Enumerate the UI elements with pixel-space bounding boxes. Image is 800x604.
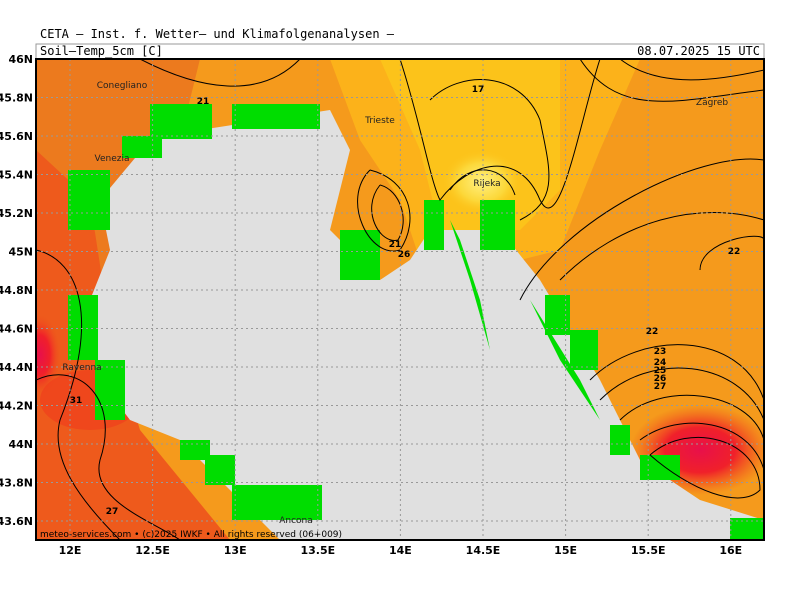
contour-label: 31 bbox=[70, 396, 83, 406]
lat-tick-label: 43.6N bbox=[0, 515, 33, 528]
parameter: Soil—Temp_5cm [C] bbox=[40, 44, 163, 58]
contour-label: 23 bbox=[654, 347, 667, 357]
lon-tick-label: 13.5E bbox=[300, 544, 335, 557]
field-warmer bbox=[36, 150, 230, 540]
land-cells bbox=[68, 104, 764, 540]
grid bbox=[36, 59, 764, 540]
contour-label: 22 bbox=[728, 247, 741, 257]
contour-label: 25 bbox=[654, 366, 667, 376]
contours bbox=[36, 59, 764, 540]
lat-tick-label: 44.8N bbox=[0, 284, 33, 297]
lat-tick-label: 45N bbox=[8, 246, 33, 259]
contour-label: 22 bbox=[646, 327, 659, 337]
place-name: Venezia bbox=[95, 154, 130, 164]
contour-label: 17 bbox=[472, 85, 485, 95]
lat-tick-label: 45.4N bbox=[0, 169, 33, 182]
contour-label: 24 bbox=[654, 358, 667, 368]
lat-tick-label: 44N bbox=[8, 438, 33, 451]
lat-tick-label: 45.6N bbox=[0, 130, 33, 143]
lon-tick-label: 16E bbox=[719, 544, 742, 557]
place-name: Conegliano bbox=[97, 81, 148, 91]
lat-tick-label: 46N bbox=[8, 53, 33, 66]
lat-tick-label: 43.8N bbox=[0, 477, 33, 490]
lat-tick-label: 45.2N bbox=[0, 207, 33, 220]
footer: meteo-services.com • (c)2025 IWKF • All … bbox=[40, 530, 342, 540]
lon-tick-label: 12E bbox=[59, 544, 82, 557]
lon-tick-label: 13E bbox=[224, 544, 247, 557]
lon-tick-label: 15E bbox=[554, 544, 577, 557]
frame bbox=[35, 58, 765, 541]
place-name: Rijeka bbox=[473, 179, 500, 189]
place-name: Trieste bbox=[364, 116, 395, 126]
contour-label: 21 bbox=[389, 240, 402, 250]
lat-tick-label: 45.8N bbox=[0, 92, 33, 105]
contour-label: 26 bbox=[654, 374, 667, 384]
lat-tick-label: 44.2N bbox=[0, 400, 33, 413]
contour-label: 27 bbox=[654, 382, 667, 392]
lon-tick-label: 14.5E bbox=[466, 544, 501, 557]
lat-tick-label: 44.6N bbox=[0, 323, 33, 336]
contour-label: 26 bbox=[398, 250, 411, 260]
place-name: Ravenna bbox=[62, 363, 101, 373]
contour-label: 27 bbox=[106, 507, 119, 517]
title: CETA — Inst. f. Wetter— und Klimafolgena… bbox=[40, 27, 395, 41]
lon-tick-label: 12.5E bbox=[135, 544, 170, 557]
lon-tick-label: 15.5E bbox=[631, 544, 666, 557]
lon-tick-label: 14E bbox=[389, 544, 412, 557]
lat-tick-label: 44.4N bbox=[0, 361, 33, 374]
map-body bbox=[36, 59, 764, 540]
contour-label: 21 bbox=[197, 97, 210, 107]
sea bbox=[90, 110, 764, 540]
valid-time: 08.07.2025 15 UTC bbox=[637, 44, 760, 58]
place-name: Zagreb bbox=[696, 98, 728, 108]
place-name: Ancona bbox=[279, 516, 313, 526]
